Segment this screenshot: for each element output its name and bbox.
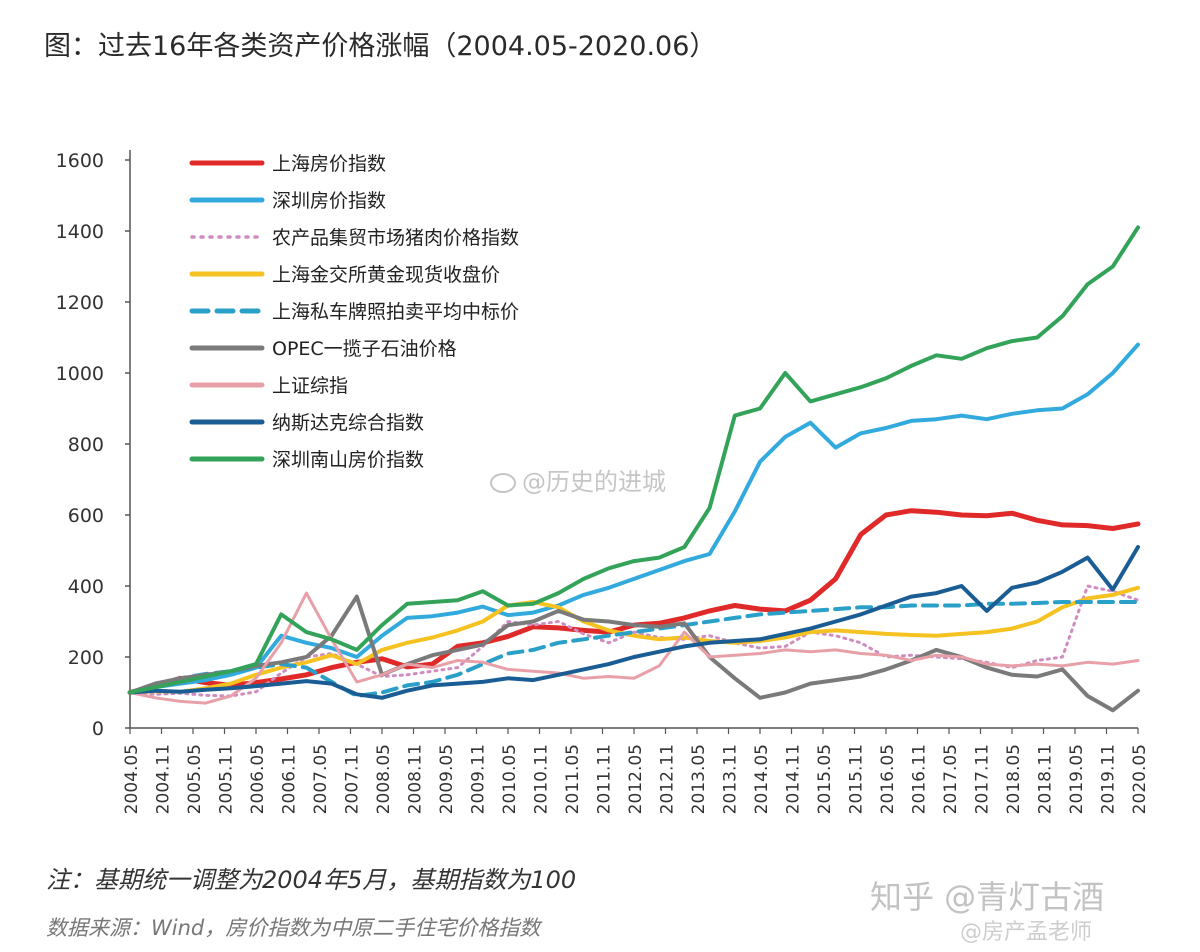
x-tick-label: 2009.11	[469, 744, 489, 814]
weibo-watermark: @历史的进城	[490, 462, 666, 497]
y-tick-label: 1600	[56, 150, 104, 172]
legend-label-7: 纳斯达克综合指数	[272, 412, 424, 434]
x-tick-label: 2015.05	[815, 744, 835, 814]
x-tick-label: 2017.11	[973, 744, 993, 814]
x-tick-label: 2015.11	[847, 744, 867, 814]
x-tick-label: 2009.05	[437, 744, 457, 814]
legend-label-6: 上证综指	[272, 375, 348, 397]
x-tick-label: 2012.05	[626, 744, 646, 814]
y-tick-label: 1000	[56, 363, 104, 385]
y-tick-label: 800	[68, 434, 104, 456]
y-tick-label: 200	[68, 647, 104, 669]
x-tick-label: 2016.05	[878, 744, 898, 814]
weibo-watermark-text: @历史的进城	[522, 468, 666, 496]
x-tick-label: 2014.05	[752, 744, 772, 814]
x-tick-label: 2014.11	[784, 744, 804, 814]
chart-note: 注：基期统一调整为2004年5月，基期指数为100	[46, 866, 577, 894]
series-line-7	[128, 545, 1140, 700]
x-tick-label: 2017.05	[941, 744, 961, 814]
x-tick-label: 2018.11	[1036, 744, 1056, 814]
series-line-8	[128, 225, 1140, 695]
series-line-6	[128, 591, 1140, 705]
y-tick-label: 600	[68, 505, 104, 527]
x-tick-label: 2004.11	[154, 744, 174, 814]
line-chart: 0 200 400 600 800 1000 1200 1400 1600 2004.05 2004…	[56, 150, 1150, 814]
legend-label-4: 上海私车牌照拍卖平均中标价	[272, 301, 519, 323]
x-tick-label: 2005.11	[217, 744, 237, 814]
x-tick-label: 2006.05	[248, 744, 268, 814]
chart-panel: 0 200 400 600 800 1000 1200 1400 1600 2004.05 2004…	[42, 118, 1160, 840]
x-tick-label: 2007.05	[311, 744, 331, 814]
y-tick-label: 1400	[56, 221, 104, 243]
x-tick-label: 2013.05	[689, 744, 709, 814]
legend-label-3: 上海金交所黄金现货收盘价	[272, 264, 500, 286]
chart-source: 数据来源：Wind，房价指数为中原二手住宅价格指数	[46, 916, 541, 940]
x-tick-label: 2010.11	[532, 744, 552, 814]
legend-label-0: 上海房价指数	[272, 153, 386, 175]
y-tick-label: 1200	[56, 292, 104, 314]
x-tick-label: 2007.11	[343, 744, 363, 814]
series-line-1	[128, 342, 1140, 695]
x-tick-label: 2011.05	[563, 744, 583, 814]
weibo-icon	[490, 473, 516, 493]
x-tick-label: 2006.11	[280, 744, 300, 814]
y-tick-label: 400	[68, 576, 104, 598]
legend-label-5: OPEC一揽子石油价格	[272, 338, 457, 360]
y-tick-label: 0	[92, 718, 104, 740]
x-tick-label: 2019.05	[1067, 744, 1087, 814]
x-tick-label: 2016.11	[910, 744, 930, 814]
x-tick-label: 2004.05	[122, 744, 142, 814]
legend-label-1: 深圳房价指数	[272, 190, 386, 212]
x-tick-label: 2018.05	[1004, 744, 1024, 814]
x-tick-label: 2013.11	[721, 744, 741, 814]
legend-label-2: 农产品集贸市场猪肉价格指数	[272, 227, 519, 249]
series-line-3	[128, 585, 1140, 695]
corner-watermark: @房产孟老师	[960, 920, 1093, 945]
legend-label-8: 深圳南山房价指数	[272, 449, 424, 471]
x-tick-label: 2019.11	[1099, 744, 1119, 814]
x-tick-label: 2011.11	[595, 744, 615, 814]
x-tick-label: 2020.05	[1130, 744, 1150, 814]
x-tick-label: 2010.05	[500, 744, 520, 814]
x-tick-label: 2005.05	[185, 744, 205, 814]
chart-title: 图：过去16年各类资产价格涨幅（2004.05-2020.06）	[44, 31, 717, 62]
x-tick-label: 2012.11	[658, 744, 678, 814]
series-line-4	[128, 600, 1140, 698]
x-tick-label: 2008.05	[374, 744, 394, 814]
x-tick-label: 2008.11	[406, 744, 426, 814]
zhihu-watermark: 知乎 @青灯古酒	[870, 878, 1105, 916]
